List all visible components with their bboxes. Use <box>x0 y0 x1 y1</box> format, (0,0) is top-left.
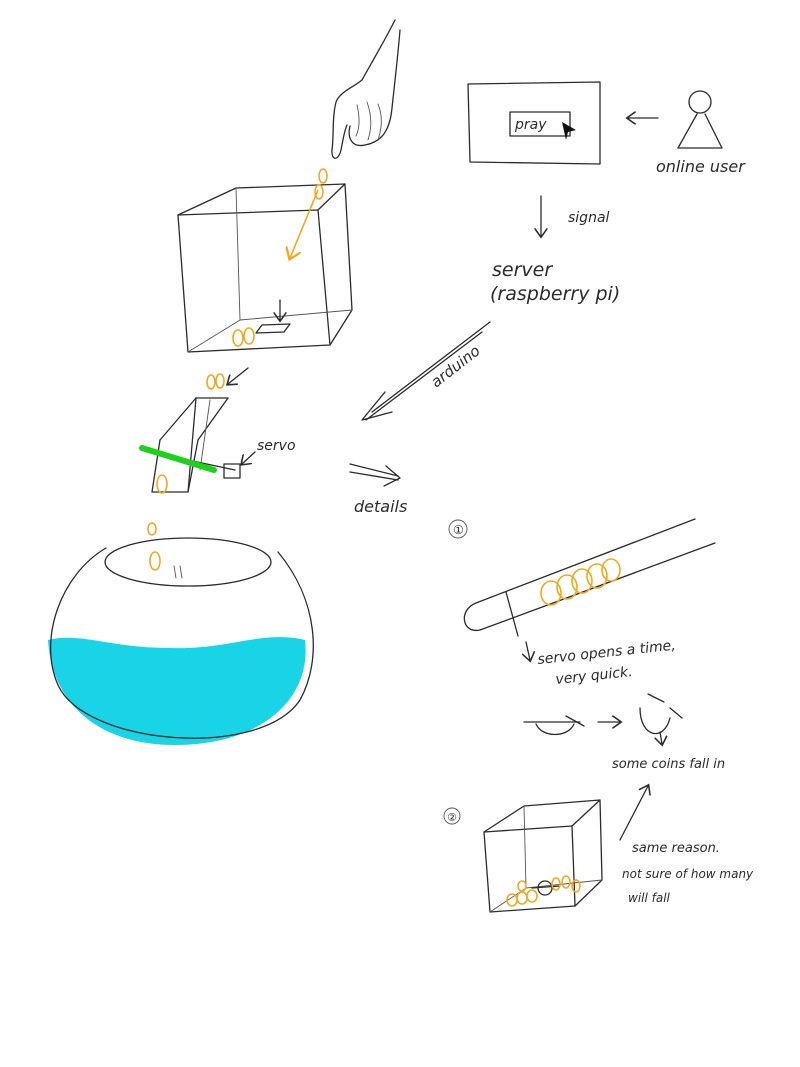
coin-tube <box>463 518 716 637</box>
arduino-arrow <box>361 321 491 421</box>
hand-icon <box>331 19 401 159</box>
servo-label: servo <box>257 438 296 454</box>
details-arrow <box>349 463 401 487</box>
step2-note: same reason. <box>632 841 720 856</box>
step2-note-2: not sure of how many <box>622 867 754 881</box>
step2-marker: ② <box>447 811 457 824</box>
coin-drop-arrow <box>290 189 319 258</box>
pray-button[interactable] <box>509 111 571 137</box>
step2-note-3: will fall <box>628 891 671 905</box>
servo-motion-diagram <box>523 693 683 744</box>
coin-icon <box>147 168 328 571</box>
step2-box <box>483 799 603 913</box>
coin-bin-box <box>177 183 353 353</box>
user-icon <box>677 90 723 149</box>
step1-circle <box>448 519 468 539</box>
signal-label: signal <box>568 210 610 226</box>
fish-bowl <box>48 537 314 745</box>
step1-note: servo opens a time, <box>537 638 677 668</box>
server-label: server <box>492 259 553 281</box>
servo-motor <box>223 463 241 479</box>
user-label: online user <box>656 157 746 176</box>
step2-circle <box>443 807 461 825</box>
computer-screen: pray <box>467 81 601 165</box>
servo-chute <box>149 397 236 493</box>
step1-note-2: very quick. <box>555 664 634 688</box>
servo-rod <box>139 445 217 473</box>
cursor-icon <box>562 122 576 140</box>
coins-fall-label: some coins fall in <box>612 757 725 772</box>
server-sublabel: (raspberry pi) <box>490 283 620 305</box>
pray-button-label: pray <box>514 117 547 133</box>
details-label: details <box>354 497 407 516</box>
step1-marker: ① <box>453 523 464 537</box>
